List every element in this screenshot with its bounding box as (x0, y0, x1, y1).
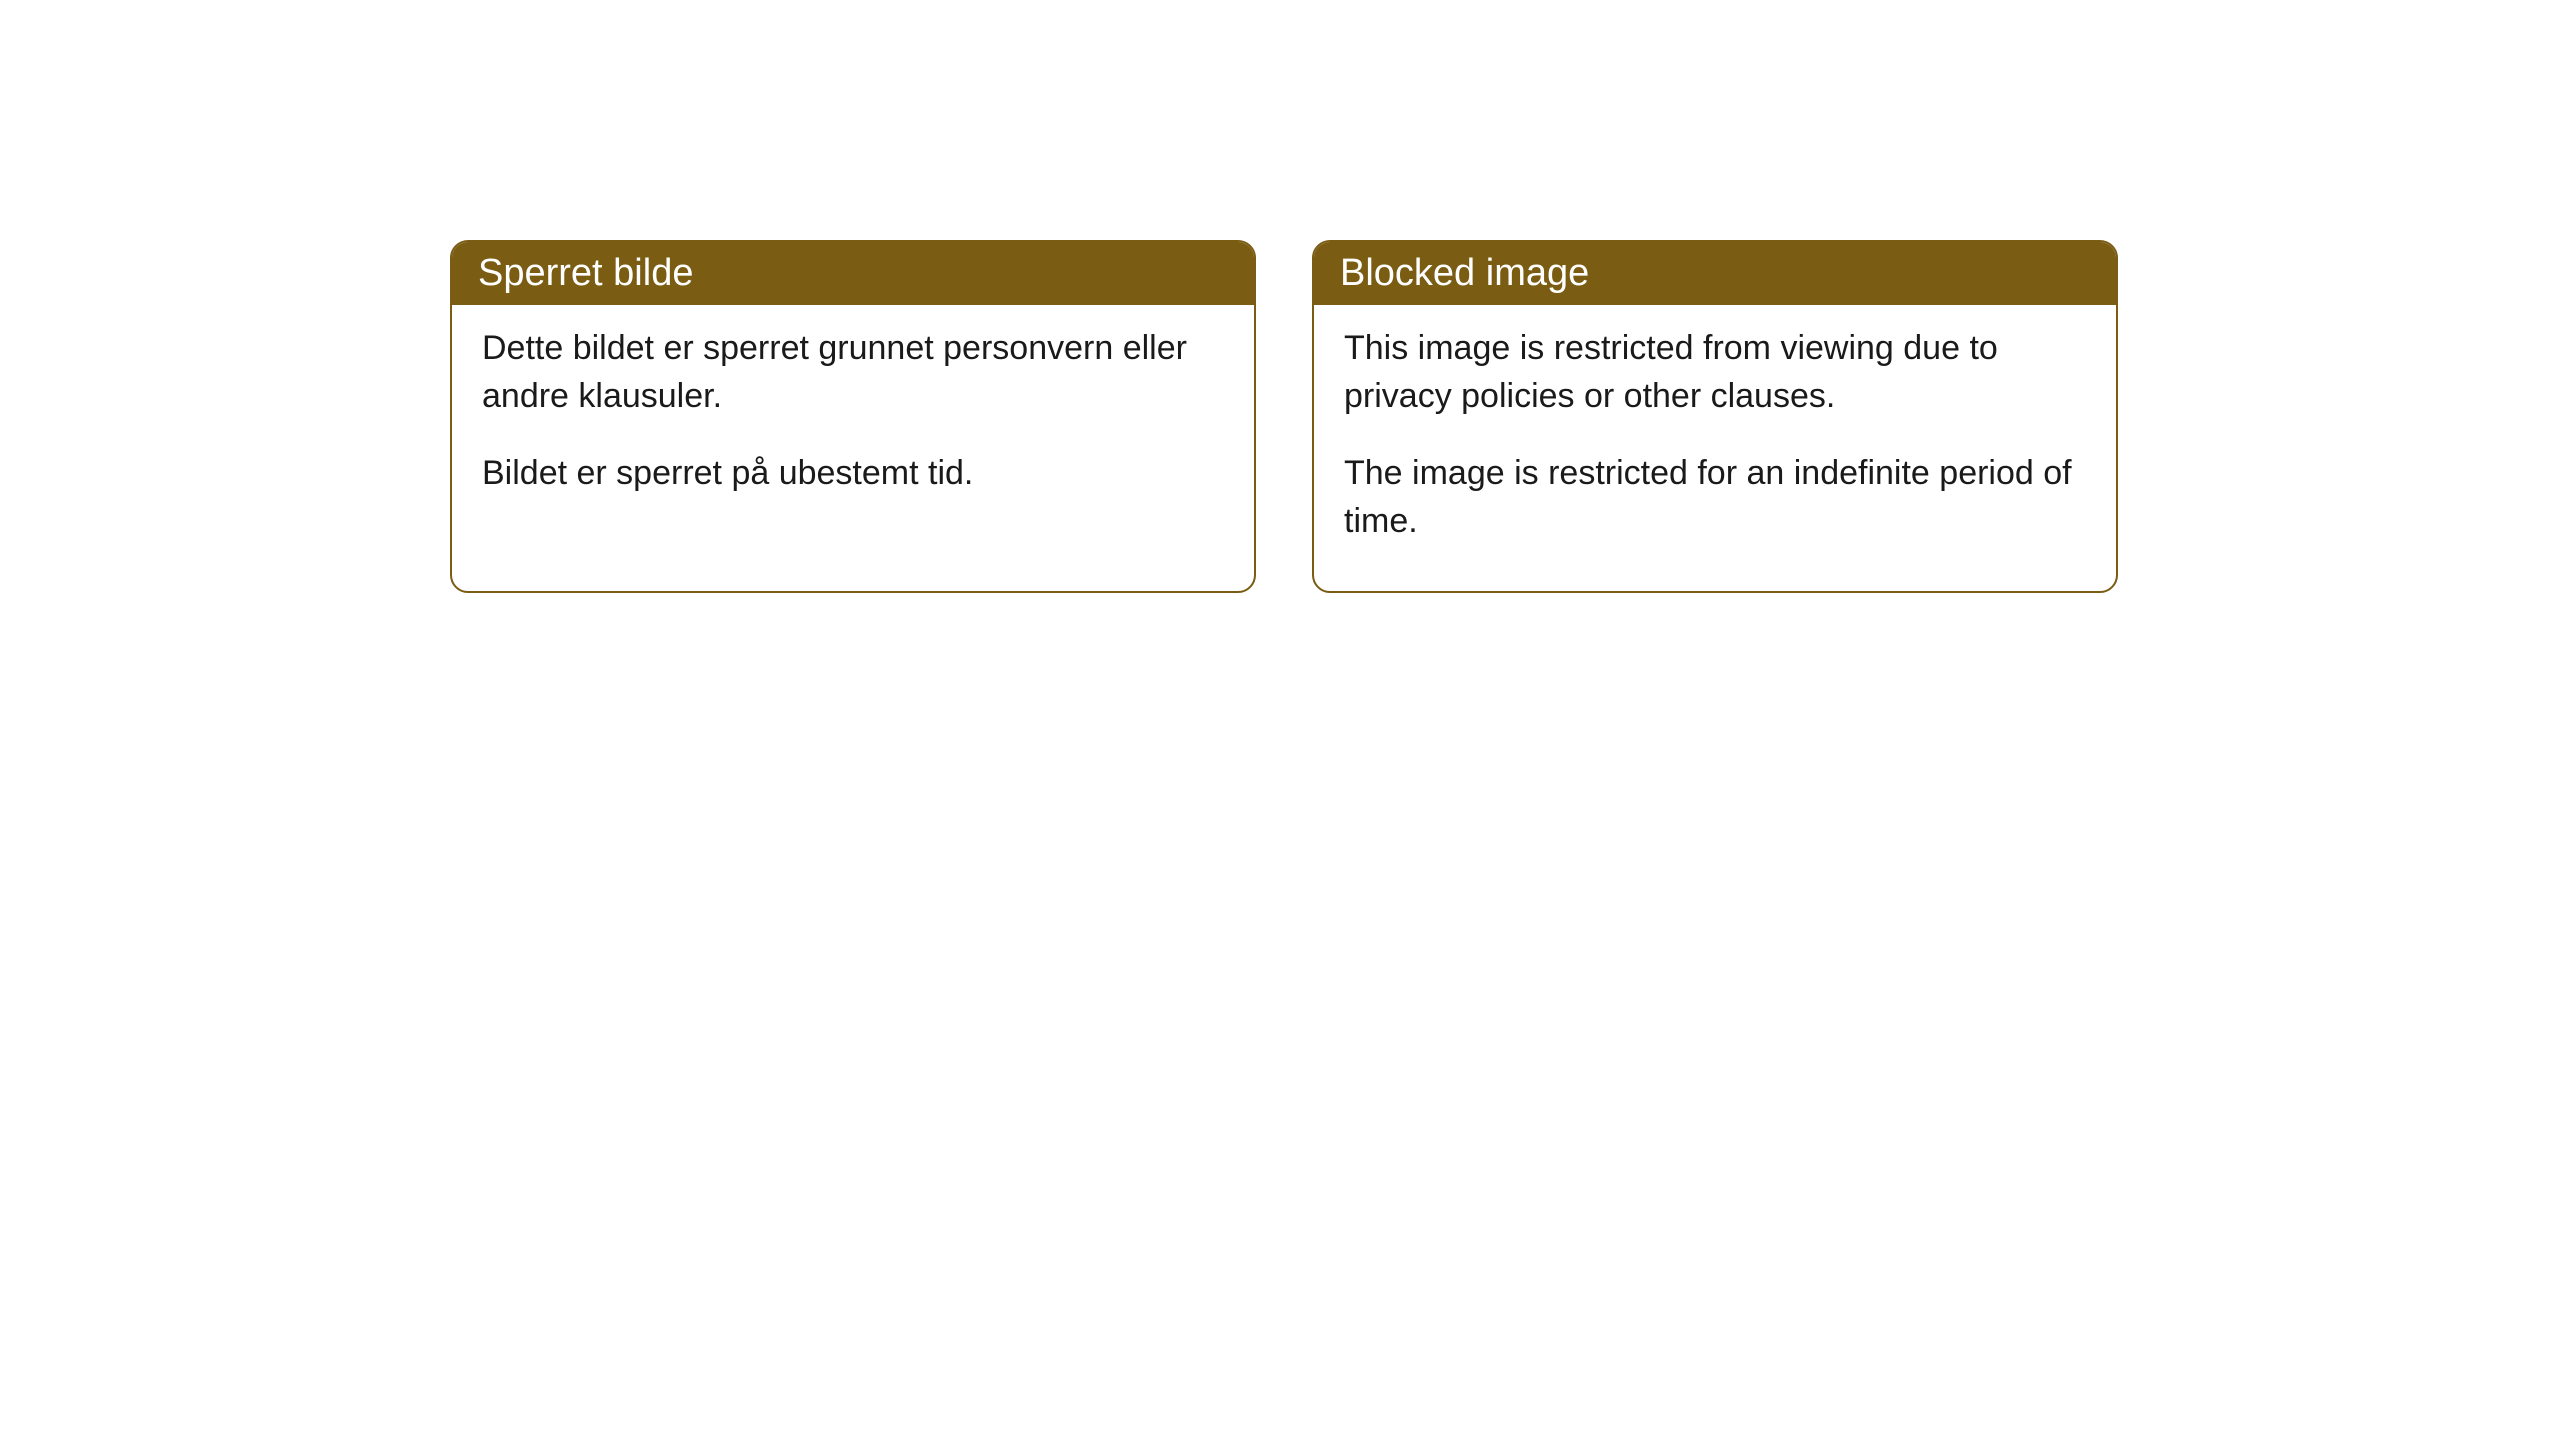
notice-paragraph: Bildet er sperret på ubestemt tid. (482, 450, 1224, 498)
notice-body-norwegian: Dette bildet er sperret grunnet personve… (452, 305, 1254, 544)
notice-header-norwegian: Sperret bilde (452, 242, 1254, 305)
notice-card-norwegian: Sperret bilde Dette bildet er sperret gr… (450, 240, 1256, 593)
notice-card-english: Blocked image This image is restricted f… (1312, 240, 2118, 593)
notice-paragraph: This image is restricted from viewing du… (1344, 325, 2086, 420)
notice-paragraph: Dette bildet er sperret grunnet personve… (482, 325, 1224, 420)
notice-container: Sperret bilde Dette bildet er sperret gr… (0, 0, 2560, 593)
notice-body-english: This image is restricted from viewing du… (1314, 305, 2116, 591)
notice-header-english: Blocked image (1314, 242, 2116, 305)
notice-paragraph: The image is restricted for an indefinit… (1344, 450, 2086, 545)
